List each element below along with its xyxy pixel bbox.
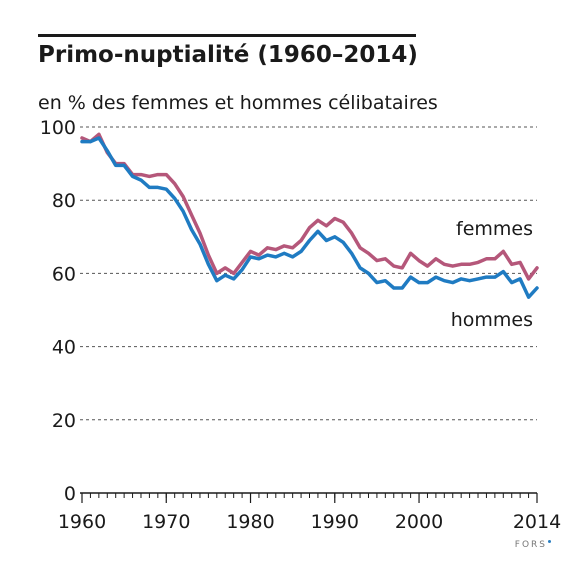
y-tick-label-0: 0 — [64, 483, 76, 505]
y-tick-label-20: 20 — [52, 410, 76, 432]
series-label-femmes: femmes — [456, 218, 533, 240]
series-label-hommes: hommes — [451, 309, 533, 331]
chart-title: Primo-nuptialité (1960–2014) — [38, 42, 418, 68]
x-tick-label-1960: 1960 — [58, 511, 106, 533]
chart-subtitle: en % des femmes et hommes célibataires — [38, 92, 438, 114]
fors-logo: FORS — [515, 540, 551, 550]
y-tick-label-60: 60 — [52, 263, 76, 285]
y-tick-label-40: 40 — [52, 337, 76, 359]
logo-dot-icon — [548, 540, 551, 543]
x-tick-label-2000: 2000 — [395, 511, 443, 533]
logo-text: FORS — [514, 540, 547, 550]
series-line-hommes — [80, 136, 539, 299]
series-line-femmes — [80, 132, 539, 281]
x-tick-label-2014: 2014 — [513, 511, 561, 533]
x-tick-label-1970: 1970 — [142, 511, 190, 533]
y-tick-label-80: 80 — [52, 190, 76, 212]
title-rule — [38, 34, 416, 37]
x-tick-label-1990: 1990 — [311, 511, 359, 533]
y-tick-label-100: 100 — [40, 117, 76, 139]
x-tick-label-1980: 1980 — [226, 511, 274, 533]
